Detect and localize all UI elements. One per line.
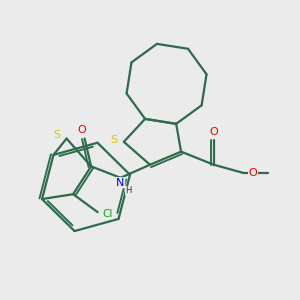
- Text: N: N: [116, 178, 125, 188]
- Text: S: S: [53, 130, 60, 140]
- Text: H: H: [125, 186, 132, 195]
- Text: O: O: [77, 125, 86, 135]
- Text: Cl: Cl: [102, 209, 113, 219]
- Text: O: O: [249, 168, 257, 178]
- Text: O: O: [209, 127, 218, 137]
- Text: S: S: [110, 135, 118, 145]
